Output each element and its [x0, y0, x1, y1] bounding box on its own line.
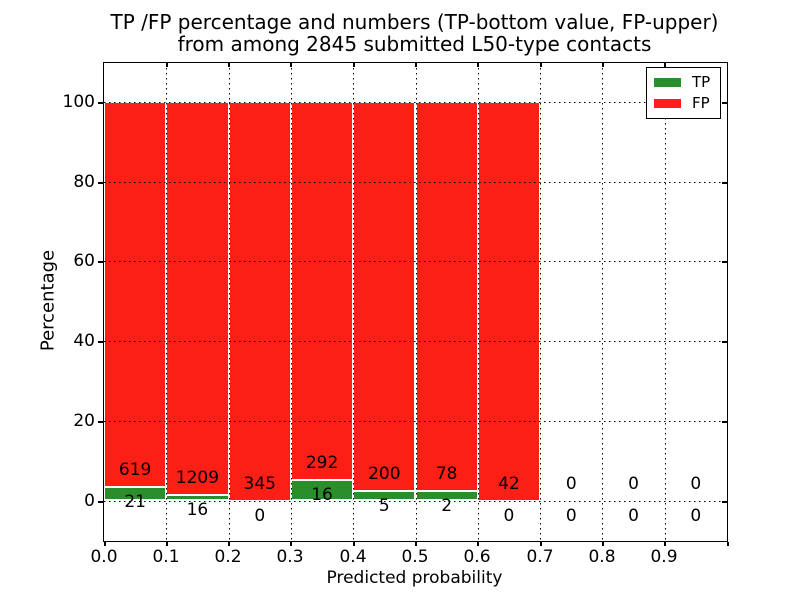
- y-tick-mark: [98, 261, 103, 263]
- legend-label-tp: TP: [692, 73, 711, 91]
- fp-count-label: 619: [118, 460, 152, 481]
- fp-count-label: 0: [690, 473, 702, 494]
- y-tick-mark: [98, 102, 103, 104]
- x-tick-label: 0.7: [526, 547, 554, 567]
- tp-count-label: 21: [124, 492, 146, 513]
- x-tick-label: 0.1: [152, 547, 180, 567]
- legend-label-fp: FP: [692, 94, 710, 112]
- x-tick-mark-top: [290, 63, 292, 67]
- x-axis-label: Predicted probability: [326, 568, 503, 588]
- x-tick-mark: [540, 542, 542, 546]
- y-tick-mark: [98, 501, 103, 503]
- fp-count-label: 1209: [175, 468, 220, 489]
- vertical-gridline: [416, 63, 417, 541]
- vertical-gridline: [229, 63, 230, 541]
- x-tick-label: 0.0: [90, 547, 118, 567]
- y-tick-label: 20: [73, 411, 95, 431]
- x-tick-mark-top: [228, 63, 230, 67]
- fp-count-label: 42: [498, 473, 520, 494]
- fp-bar-segment: [228, 102, 291, 501]
- fp-count-label: 0: [628, 473, 639, 494]
- x-tick-mark: [602, 542, 604, 546]
- tp-count-label: 0: [628, 505, 639, 526]
- fp-swatch-icon: [654, 99, 681, 108]
- horizontal-gridline: [104, 102, 727, 103]
- y-tick-mark: [98, 341, 103, 343]
- y-tick-label: 80: [73, 172, 95, 192]
- tp-count-label: 0: [254, 505, 266, 526]
- y-axis-label: Percentage: [37, 249, 59, 352]
- x-tick-mark: [104, 542, 106, 546]
- tp-count-label: 2: [441, 495, 453, 516]
- x-tick-label: 0.6: [463, 547, 491, 567]
- horizontal-gridline: [104, 261, 727, 262]
- vertical-gridline: [166, 63, 167, 541]
- tp-count-label: 0: [565, 505, 577, 526]
- horizontal-gridline: [104, 501, 727, 502]
- chart-title: TP /FP percentage and numbers (TP-bottom…: [103, 11, 726, 55]
- fp-count-label: 345: [243, 473, 276, 494]
- y-tick-label: 60: [73, 251, 95, 271]
- fp-bar-segment: [166, 102, 229, 496]
- fp-bar-segment: [415, 102, 478, 491]
- plot-area: 619 21 1209 16 345 0 292 16 200 5 78 2 42 0 0 0 0 0 0 0: [103, 62, 728, 542]
- x-tick-label: 0.4: [339, 547, 367, 567]
- x-tick-mark: [353, 542, 355, 546]
- y-tick-mark: [98, 421, 103, 423]
- y-tick-label: 40: [73, 331, 95, 351]
- legend-row-tp: TP: [654, 72, 714, 93]
- fp-count-label: 78: [435, 463, 458, 484]
- x-tick-label: 0.9: [650, 547, 678, 567]
- tp-swatch-icon: [654, 78, 681, 87]
- x-tick-label: 0.5: [401, 547, 429, 567]
- fp-bar-segment: [353, 102, 416, 491]
- x-tick-mark: [415, 542, 417, 546]
- vertical-gridline: [665, 63, 666, 541]
- y-tick-label: 0: [84, 491, 95, 511]
- tp-count-label: 16: [311, 484, 333, 505]
- x-tick-mark: [664, 542, 666, 546]
- x-tick-mark-top: [415, 63, 417, 67]
- x-tick-label: 0.2: [214, 547, 242, 567]
- x-tick-label: 0.3: [276, 547, 304, 567]
- x-tick-mark-top: [664, 63, 666, 67]
- vertical-gridline: [540, 63, 541, 541]
- x-tick-mark: [727, 542, 729, 546]
- tp-count-label: 5: [378, 495, 390, 516]
- tp-bar-segment: [104, 487, 167, 501]
- horizontal-gridline: [104, 341, 727, 342]
- fp-bar-segment: [104, 102, 167, 488]
- x-tick-mark: [477, 542, 479, 546]
- x-tick-label: 0.8: [588, 547, 616, 567]
- fp-count-label: 292: [305, 452, 339, 473]
- horizontal-gridline: [104, 421, 727, 422]
- legend-row-fp: FP: [654, 93, 714, 114]
- x-tick-mark-top: [477, 63, 479, 67]
- vertical-gridline: [478, 63, 479, 541]
- vertical-gridline: [602, 63, 603, 541]
- vertical-gridline: [291, 63, 292, 541]
- fp-count-label: 0: [565, 473, 577, 494]
- tp-count-label: 0: [690, 505, 702, 526]
- fp-bar-segment: [477, 102, 541, 501]
- tp-count-label: 0: [503, 505, 515, 526]
- fp-count-label: 200: [368, 463, 401, 484]
- y-tick-mark: [98, 182, 103, 184]
- tp-count-label: 16: [186, 500, 209, 521]
- horizontal-gridline: [104, 182, 727, 183]
- x-tick-mark: [290, 542, 292, 546]
- chart-title-line1: TP /FP percentage and numbers (TP-bottom…: [110, 10, 719, 34]
- vertical-gridline: [353, 63, 354, 541]
- y-tick-label: 100: [62, 92, 95, 112]
- chart-title-line2: from among 2845 submitted L50-type conta…: [177, 32, 652, 56]
- x-tick-mark: [166, 542, 168, 546]
- legend: TP FP: [646, 67, 721, 119]
- fp-bar-segment: [290, 102, 354, 480]
- x-tick-mark: [228, 542, 230, 546]
